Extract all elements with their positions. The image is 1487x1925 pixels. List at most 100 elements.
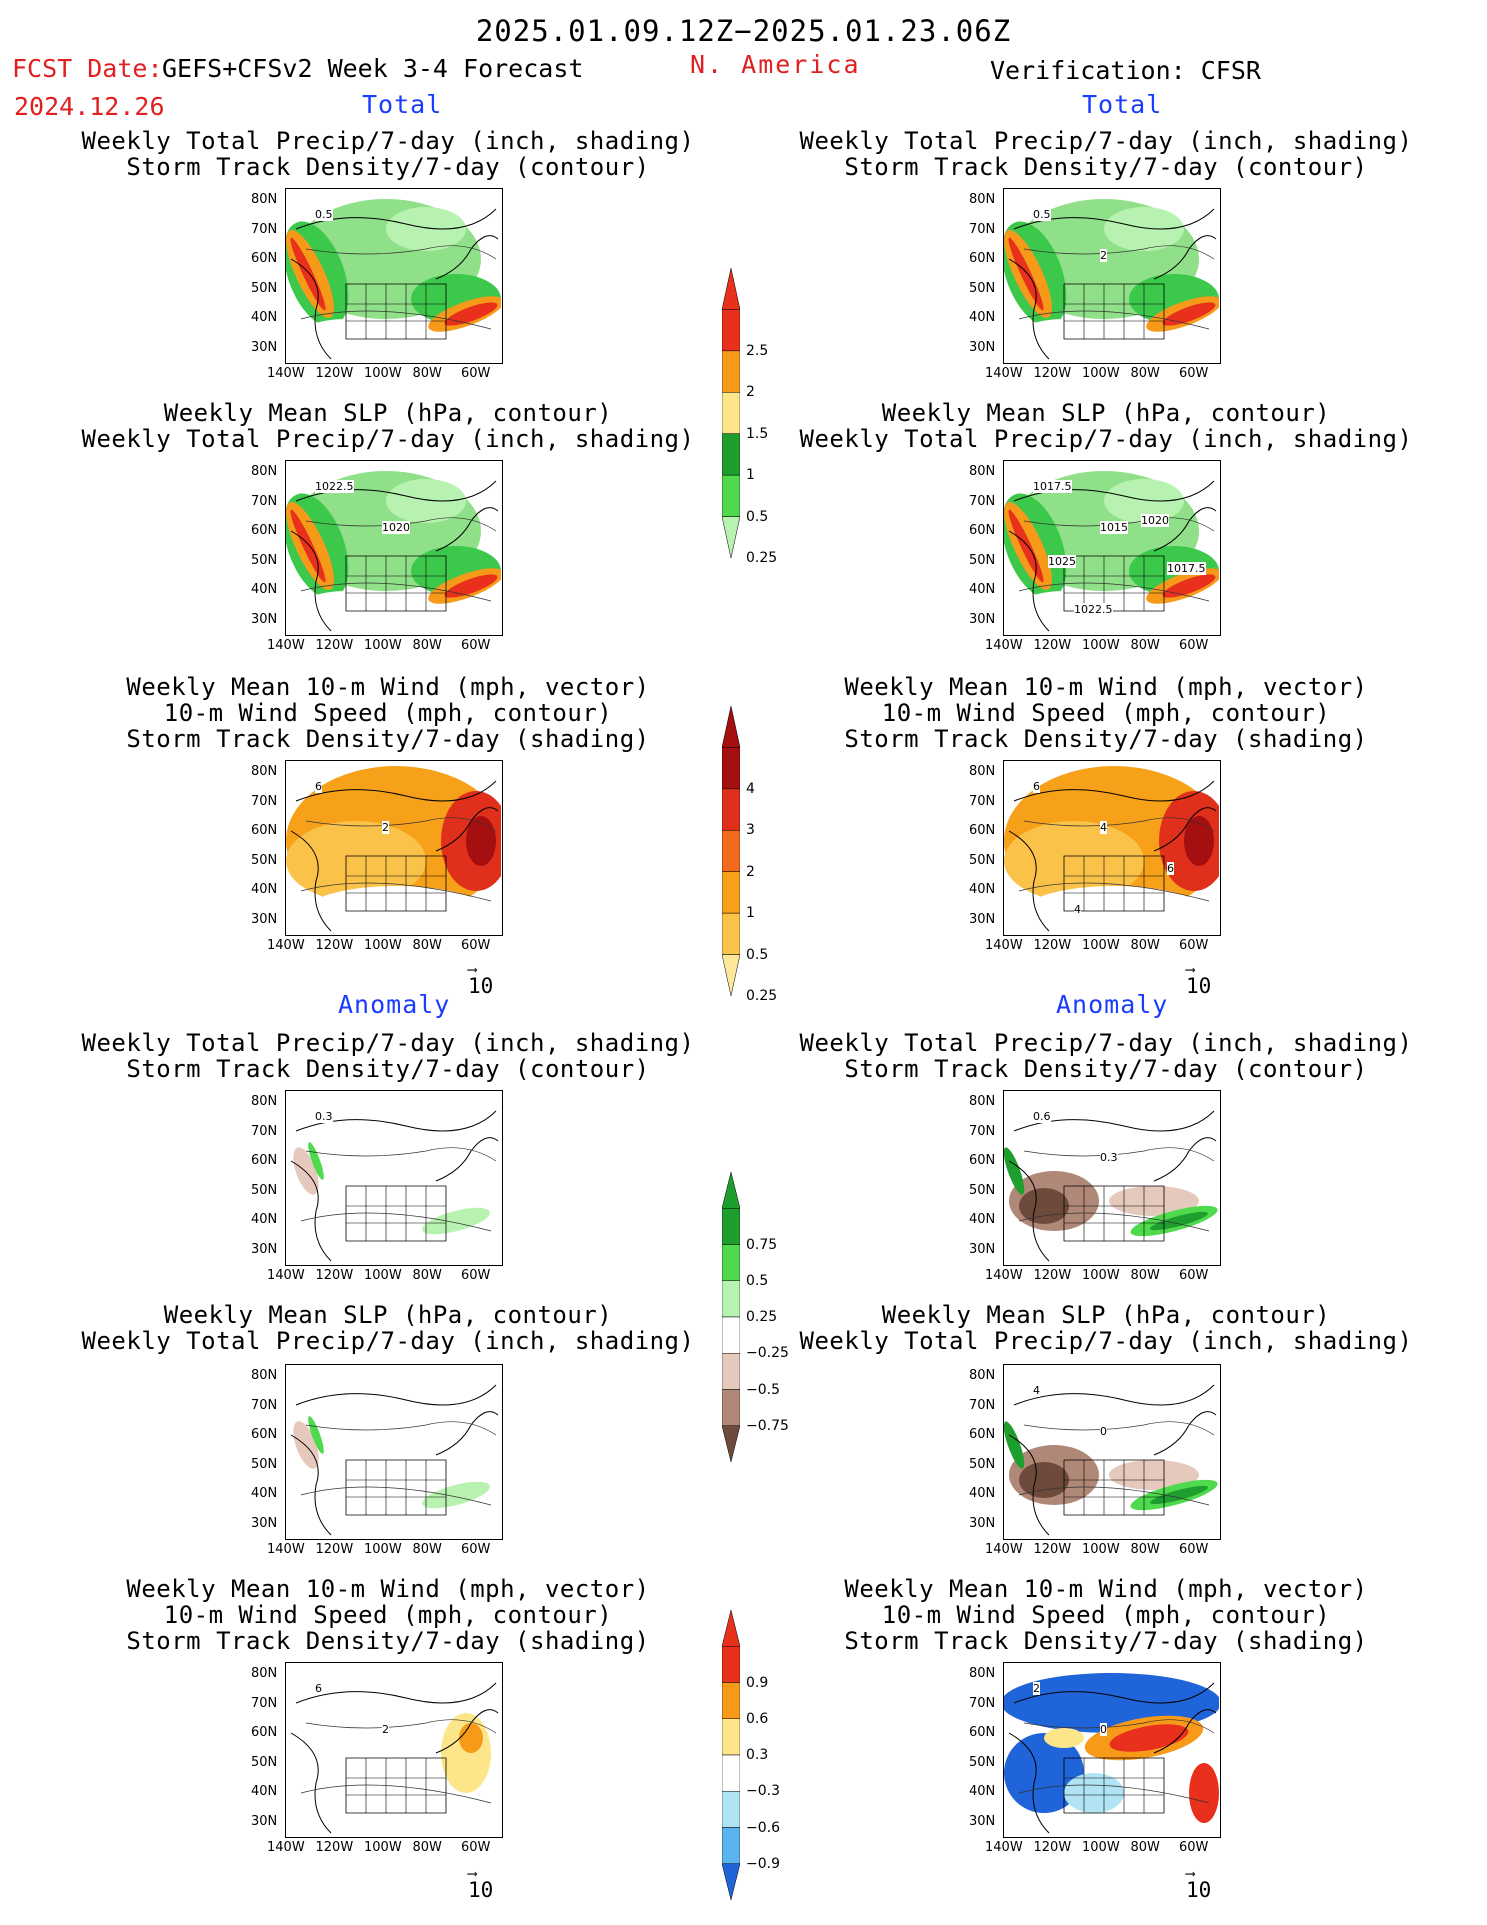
section-total-verification: Total bbox=[1082, 90, 1163, 119]
lon-tick-label: 120W bbox=[1033, 1840, 1072, 1855]
lat-tick-label: 50N bbox=[969, 1456, 996, 1472]
vector-ref-ver-anom: ⟶ 10 bbox=[1186, 1866, 1212, 1902]
lon-tick-label: 60W bbox=[461, 1840, 491, 1855]
lon-tick-label: 100W bbox=[1082, 638, 1120, 653]
lat-tick-label: 30N bbox=[251, 1515, 278, 1531]
lon-tick-label: 60W bbox=[461, 366, 491, 381]
lat-tick-label: 60N bbox=[251, 823, 278, 838]
fcst-date-label: FCST Date: bbox=[12, 54, 163, 83]
lon-tick-label: 140W bbox=[985, 938, 1023, 953]
lat-tick-label: 70N bbox=[969, 1123, 996, 1139]
lat-tick-label: 80N bbox=[251, 464, 278, 479]
lon-tick-label: 120W bbox=[315, 1268, 354, 1283]
colorbar-tick-label: 1 bbox=[746, 467, 755, 484]
colorbar-storm_anom bbox=[721, 1609, 741, 1901]
contour-label: 0.3 bbox=[1100, 1151, 1118, 1164]
lat-tick-label: 40N bbox=[969, 1784, 996, 1799]
colorbar-tick-label: 1 bbox=[746, 905, 755, 922]
lon-tick-label: 100W bbox=[1082, 366, 1120, 381]
lat-tick-label: 70N bbox=[969, 1695, 996, 1711]
lat-tick-label: 80N bbox=[969, 464, 996, 479]
lat-tick-label: 80N bbox=[251, 1666, 278, 1681]
lat-tick-label: 30N bbox=[969, 1813, 996, 1829]
lat-tick-label: 60N bbox=[969, 523, 996, 538]
lat-tick-label: 50N bbox=[969, 1182, 996, 1198]
vector-ref-fc-anom: ⟶ 10 bbox=[468, 1866, 494, 1902]
colorbar-tick-label: −0.75 bbox=[746, 1417, 789, 1434]
lon-tick-label: 120W bbox=[1033, 1542, 1072, 1557]
verification-label: Verification: CFSR bbox=[990, 56, 1261, 85]
lon-tick-label: 140W bbox=[267, 366, 305, 381]
lon-tick-label: 80W bbox=[1130, 938, 1160, 953]
lon-tick-label: 140W bbox=[267, 1268, 305, 1283]
lon-tick-label: 60W bbox=[1179, 638, 1209, 653]
colorbar-tick-label: 1.5 bbox=[746, 425, 769, 442]
lon-tick-label: 60W bbox=[1179, 1542, 1209, 1557]
contour-label: 1025 bbox=[1048, 555, 1076, 568]
colorbar-tick-label: 2 bbox=[746, 863, 755, 880]
lon-tick-label: 120W bbox=[315, 1840, 354, 1855]
lon-tick-label: 60W bbox=[1179, 366, 1209, 381]
lon-tick-label: 80W bbox=[1130, 1840, 1160, 1855]
colorbar-tick-label: 0.5 bbox=[746, 946, 769, 963]
colorbar-tick-label: 0.6 bbox=[746, 1710, 769, 1727]
lat-tick-label: 40N bbox=[251, 1212, 278, 1227]
lat-tick-label: 50N bbox=[969, 852, 996, 868]
lat-tick-label: 50N bbox=[251, 552, 278, 568]
title-fc-anom-slp: Weekly Mean SLP (hPa, contour) Weekly Tot… bbox=[81, 1301, 695, 1355]
lon-tick-label: 100W bbox=[364, 638, 402, 653]
lon-tick-label: 100W bbox=[1082, 1840, 1120, 1855]
lat-tick-label: 40N bbox=[969, 1212, 996, 1227]
lat-tick-label: 70N bbox=[969, 493, 996, 509]
contour-label: 4 bbox=[1074, 903, 1081, 916]
lat-tick-label: 30N bbox=[969, 1515, 996, 1531]
contour-label: 4 bbox=[1033, 1384, 1040, 1397]
lon-tick-label: 100W bbox=[364, 1840, 402, 1855]
model-label: GEFS+CFSv2 Week 3-4 Forecast bbox=[162, 54, 584, 83]
lat-tick-label: 80N bbox=[251, 192, 278, 207]
colorbar-tick-label: 0.25 bbox=[746, 988, 778, 1004]
lon-tick-label: 60W bbox=[461, 938, 491, 953]
lat-tick-label: 40N bbox=[969, 882, 996, 897]
lat-tick-label: 70N bbox=[251, 1123, 278, 1139]
title-ver-anom-slp: Weekly Mean SLP (hPa, contour) Weekly Tot… bbox=[799, 1301, 1413, 1355]
lon-tick-label: 120W bbox=[1033, 638, 1072, 653]
title-fc-anom-wind: Weekly Mean 10-m Wind (mph, vector) 10-m … bbox=[126, 1575, 650, 1655]
colorbar-tick-label: 0.25 bbox=[746, 550, 778, 566]
lon-tick-label: 100W bbox=[1082, 938, 1120, 953]
lat-tick-label: 60N bbox=[251, 1153, 278, 1168]
lat-tick-label: 30N bbox=[251, 339, 278, 355]
contour-label: 0.5 bbox=[315, 208, 333, 221]
vector-ref-fc-total: ⟶ 10 bbox=[468, 962, 494, 998]
lon-tick-label: 140W bbox=[267, 938, 305, 953]
lat-tick-label: 40N bbox=[251, 1784, 278, 1799]
contour-label: 0.6 bbox=[1033, 1110, 1051, 1123]
lat-tick-label: 60N bbox=[251, 1725, 278, 1740]
contour-label: 1022.5 bbox=[1074, 603, 1113, 616]
contour-label: 6 bbox=[1167, 862, 1174, 875]
fcst-date: 2024.12.26 bbox=[14, 92, 165, 121]
lon-tick-label: 100W bbox=[364, 1268, 402, 1283]
lat-tick-label: 80N bbox=[969, 1094, 996, 1109]
section-anomaly-forecast: Anomaly bbox=[338, 990, 451, 1019]
lon-tick-label: 80W bbox=[412, 366, 442, 381]
lat-tick-label: 80N bbox=[251, 1368, 278, 1383]
colorbar-tick-label: 0.3 bbox=[746, 1747, 769, 1763]
lat-tick-label: 80N bbox=[969, 1368, 996, 1383]
lat-tick-label: 60N bbox=[251, 523, 278, 538]
lat-tick-label: 30N bbox=[969, 611, 996, 627]
lat-tick-label: 60N bbox=[969, 1427, 996, 1442]
lat-tick-label: 30N bbox=[969, 1241, 996, 1257]
lon-tick-label: 140W bbox=[267, 1542, 305, 1557]
contour-label: 2 bbox=[1100, 249, 1107, 262]
lon-tick-label: 120W bbox=[315, 638, 354, 653]
lon-tick-label: 120W bbox=[315, 366, 354, 381]
lon-tick-label: 80W bbox=[1130, 638, 1160, 653]
lon-tick-label: 140W bbox=[985, 638, 1023, 653]
lon-tick-label: 80W bbox=[412, 938, 442, 953]
contour-label: 1015 bbox=[1100, 521, 1128, 534]
lat-tick-label: 50N bbox=[251, 852, 278, 868]
colorbar-tick-label: 2.5 bbox=[746, 342, 769, 359]
lon-tick-label: 80W bbox=[412, 638, 442, 653]
lon-tick-label: 80W bbox=[1130, 1268, 1160, 1283]
